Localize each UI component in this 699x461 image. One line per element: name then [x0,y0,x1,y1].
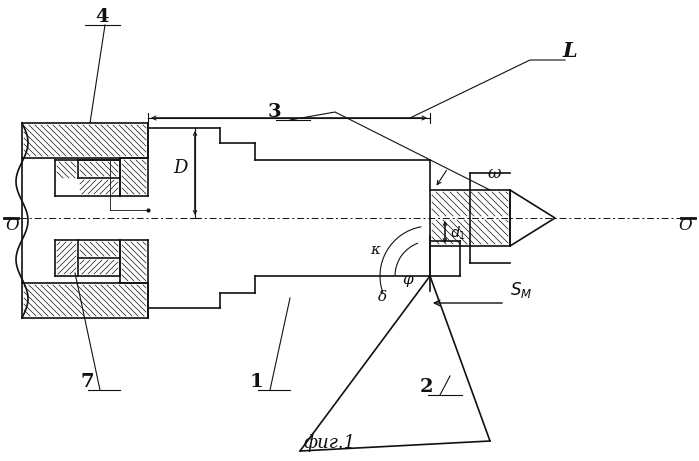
Text: ω: ω [488,165,501,182]
Text: 4: 4 [95,8,108,26]
Text: L: L [562,41,577,61]
Text: $d_1$: $d_1$ [450,225,466,242]
Text: $S_M$: $S_M$ [510,280,532,300]
Text: D: D [173,159,187,177]
Text: κ: κ [370,243,380,257]
Text: 3: 3 [268,103,282,121]
Text: фиг.1: фиг.1 [304,434,356,452]
Text: O: O [678,217,691,234]
Text: δ: δ [378,290,387,304]
Text: 2: 2 [420,378,433,396]
Text: 7: 7 [80,373,94,391]
Text: O: O [5,217,19,234]
Text: φ: φ [402,273,412,287]
Text: 1: 1 [250,373,264,391]
